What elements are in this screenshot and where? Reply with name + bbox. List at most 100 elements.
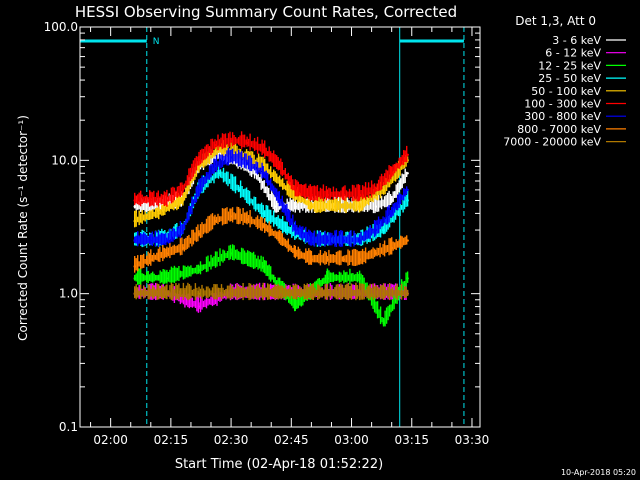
data-point bbox=[294, 188, 297, 192]
data-point bbox=[358, 277, 361, 280]
data-point bbox=[133, 292, 136, 295]
data-point bbox=[133, 219, 136, 223]
data-point bbox=[133, 205, 136, 208]
data-point bbox=[237, 188, 241, 192]
data-point bbox=[406, 153, 409, 156]
data-point bbox=[262, 212, 265, 215]
data-point bbox=[390, 212, 393, 215]
data-point bbox=[278, 237, 281, 240]
night-flag-label: N bbox=[153, 37, 160, 47]
data-point bbox=[165, 252, 169, 255]
data-point bbox=[374, 228, 377, 232]
data-point bbox=[181, 228, 185, 232]
series-800-7000-kev bbox=[133, 206, 409, 273]
data-point bbox=[229, 215, 233, 218]
x-tick-label: 03:00 bbox=[334, 433, 369, 447]
data-point bbox=[406, 239, 409, 242]
data-point bbox=[358, 239, 361, 242]
y-tick-label: 0.1 bbox=[59, 420, 78, 434]
x-tick-label: 02:45 bbox=[274, 433, 309, 447]
legend-header: Det 1,3, Att 0 bbox=[515, 14, 596, 28]
legend-entry-label: 300 - 800 keV bbox=[524, 110, 601, 123]
y-axis-label: Corrected Count Rate (s⁻¹ detector⁻¹) bbox=[16, 115, 30, 341]
data-point bbox=[310, 239, 313, 242]
legend-entry-label: 25 - 50 keV bbox=[538, 72, 601, 85]
data-point bbox=[382, 228, 385, 232]
data-point bbox=[326, 239, 329, 242]
data-point bbox=[245, 162, 249, 165]
series-100-300-kev bbox=[133, 131, 409, 207]
data-point bbox=[149, 199, 152, 202]
data-point bbox=[286, 228, 289, 232]
data-point bbox=[390, 199, 393, 202]
data-point bbox=[262, 265, 265, 268]
data-point bbox=[406, 292, 409, 295]
data-point bbox=[157, 212, 160, 215]
data-point bbox=[229, 156, 233, 159]
data-point bbox=[262, 172, 265, 175]
data-point bbox=[165, 239, 169, 242]
data-point bbox=[326, 292, 329, 295]
footer-timestamp: 10-Apr-2018 05:20 bbox=[561, 468, 636, 477]
data-point bbox=[181, 246, 185, 250]
data-point bbox=[294, 292, 297, 295]
x-tick-label: 03:30 bbox=[455, 433, 490, 447]
data-point bbox=[197, 269, 201, 272]
data-point bbox=[197, 165, 201, 168]
data-point bbox=[294, 205, 297, 208]
plot-area: N bbox=[79, 27, 465, 427]
data-point bbox=[197, 305, 201, 308]
legend-entry-label: 800 - 7000 keV bbox=[517, 123, 601, 136]
legend-entry-label: 6 - 12 keV bbox=[545, 47, 601, 60]
data-point bbox=[197, 159, 201, 162]
data-point bbox=[278, 199, 281, 202]
data-point bbox=[310, 205, 313, 208]
data-point bbox=[165, 292, 169, 295]
data-point bbox=[358, 193, 361, 197]
data-point bbox=[213, 219, 217, 223]
y-tick-label: 1.0 bbox=[59, 287, 78, 301]
data-point bbox=[342, 239, 345, 242]
data-point bbox=[374, 205, 377, 208]
data-point bbox=[358, 258, 361, 261]
data-point bbox=[326, 258, 329, 261]
x-tick-label: 03:15 bbox=[394, 433, 429, 447]
data-point bbox=[390, 172, 393, 175]
data-point bbox=[310, 258, 313, 261]
data-point bbox=[133, 277, 136, 280]
data-point bbox=[217, 172, 221, 175]
data-point bbox=[286, 188, 289, 192]
data-point bbox=[294, 252, 297, 255]
legend-entry-label: 50 - 100 keV bbox=[531, 85, 601, 98]
data-point bbox=[358, 205, 361, 208]
data-point bbox=[294, 228, 297, 232]
data-point bbox=[229, 292, 233, 295]
data-point bbox=[406, 172, 409, 175]
data-point bbox=[358, 292, 361, 295]
data-point bbox=[229, 252, 233, 255]
data-point bbox=[262, 225, 265, 228]
data-point bbox=[197, 188, 201, 192]
axes: 0.1 1.0 10.0 100.0 02:00 02:15 02:30 02:45 03:00… bbox=[44, 20, 490, 447]
data-point bbox=[326, 193, 329, 197]
data-point bbox=[197, 292, 201, 295]
data-point bbox=[149, 239, 152, 242]
data-point bbox=[229, 139, 233, 142]
data-point bbox=[342, 193, 345, 197]
data-point bbox=[165, 277, 169, 280]
data-point bbox=[382, 188, 385, 192]
data-point bbox=[406, 188, 409, 192]
data-point bbox=[294, 305, 297, 308]
plot-frame bbox=[79, 26, 481, 428]
data-point bbox=[310, 193, 313, 197]
data-point bbox=[390, 246, 393, 250]
y-tick-label: 10.0 bbox=[51, 153, 78, 167]
data-point bbox=[245, 141, 249, 145]
data-point bbox=[406, 277, 409, 280]
data-point bbox=[274, 205, 277, 208]
data-point bbox=[278, 165, 281, 168]
data-point bbox=[213, 143, 217, 147]
legend-entry-label: 100 - 300 keV bbox=[524, 98, 601, 111]
